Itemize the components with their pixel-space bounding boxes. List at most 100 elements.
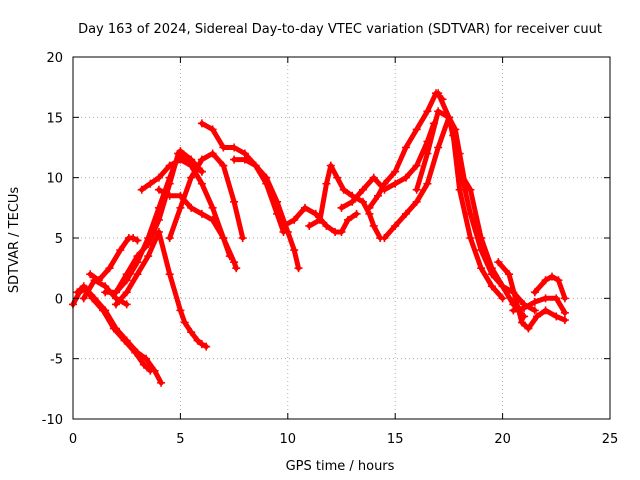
y-tick-label: -10 [42,413,63,428]
data-point [391,167,400,176]
data-point [120,336,129,345]
data-point [339,185,348,194]
x-tick-label: 5 [176,432,184,447]
data-point [455,185,464,194]
data-point [122,276,131,285]
data-point [88,294,97,303]
data-point [154,185,163,194]
data-point [333,173,342,182]
series-track-sat-i [167,151,246,241]
data-point [358,197,367,206]
data-point [352,209,361,218]
data-point [131,348,140,357]
data-point [401,173,410,182]
data-point [111,294,120,303]
data-point [380,179,389,188]
data-point [262,173,271,182]
data-point [240,155,249,164]
data-point [401,209,410,218]
data-point [560,294,569,303]
data-point [230,258,239,267]
data-point [129,234,138,242]
data-point [197,155,206,164]
data-point [144,252,153,261]
data-point [423,149,432,158]
data-point [434,143,443,152]
data-point [208,125,217,134]
x-tick-label: 15 [387,432,404,447]
data-point [90,276,99,285]
data-point [369,173,378,182]
data-point [197,179,206,188]
data-point [230,143,239,152]
data-point [530,297,539,306]
data-point [412,197,421,206]
y-tick-label: 20 [46,51,63,66]
data-point [144,234,153,242]
data-point [232,264,241,273]
x-tick-label: 10 [280,432,297,447]
data-point [365,203,374,212]
series-track-sat-n [339,120,437,211]
data-point [322,179,331,188]
x-tick-label: 20 [494,432,511,447]
data-point [133,270,142,279]
data-point [466,209,475,218]
data-point [79,294,88,303]
x-tick-label: 0 [69,432,77,447]
data-point [505,270,514,279]
data-point [554,276,563,285]
data-point [79,282,88,291]
data-point [197,209,206,218]
y-tick-label: 0 [55,292,63,307]
data-point [230,197,239,206]
data-point [197,340,206,349]
data-point [541,276,550,285]
data-point [560,308,569,317]
data-point [176,203,185,212]
data-point [109,324,118,333]
y-tick-label: 5 [55,232,63,247]
data-point [343,215,352,224]
data-point [176,147,185,156]
data-point [157,378,166,387]
data-point [487,264,496,273]
data-marks [69,89,569,387]
data-point [133,236,142,245]
data-point [524,324,533,333]
data-point [423,179,432,188]
data-point [530,306,539,315]
data-point [187,203,196,212]
data-point [283,227,292,236]
data-point [316,215,325,224]
series-track-sat-f [113,229,209,350]
data-point [146,366,155,375]
data-point [180,318,189,327]
data-point [520,303,529,312]
data-point [305,221,314,230]
data-point [487,282,496,291]
data-point [137,185,146,194]
data-point [219,143,228,152]
data-point [337,227,346,236]
data-point [498,294,507,303]
y-tick-label: 10 [46,172,63,187]
data-point [401,143,410,152]
data-point [541,306,550,315]
data-point [219,234,228,242]
data-point [122,288,131,297]
data-point [142,354,151,363]
data-point [208,215,217,224]
x-tick-label: 25 [602,432,619,447]
chart-title: Day 163 of 2024, Sidereal Day-to-day VTE… [78,22,602,37]
data-point [326,161,335,170]
data-point [548,272,557,281]
x-axis-label: GPS time / hours [286,459,395,474]
data-point [552,312,561,321]
data-point [99,306,108,315]
series-track-sat-p [382,114,469,241]
data-point [122,300,131,309]
data-point [290,215,299,224]
data-point [219,161,228,170]
data-point [105,264,114,273]
